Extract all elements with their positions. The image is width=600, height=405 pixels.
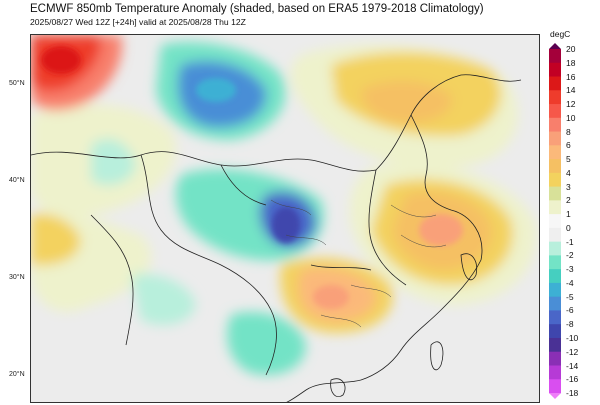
colorbar-swatch: [549, 282, 561, 298]
colorbar-swatch: [549, 365, 561, 380]
colorbar-tick-label: 12: [566, 99, 576, 109]
colorbar-tick-label: 5: [566, 154, 571, 165]
colorbar-tick-label: 3: [566, 181, 571, 192]
anomaly-map: [31, 35, 539, 402]
lat-label-30n: 30°N: [9, 274, 25, 281]
colorbar-swatch: [549, 310, 561, 325]
colorbar-swatch: [549, 145, 561, 160]
chart-subtitle: 2025/08/27 Wed 12Z [+24h] valid at 2025/…: [30, 17, 246, 27]
colorbar-swatch: [549, 337, 561, 353]
map-panel: [30, 34, 540, 403]
colorbar-swatch: [549, 172, 561, 188]
colorbar-extend-bottom: [549, 393, 561, 399]
colorbar-swatch: [549, 90, 561, 105]
colorbar-swatch: [549, 296, 561, 311]
colorbar-swatch: [549, 379, 561, 394]
province-lines: [270, 199, 447, 328]
map-borders: [31, 74, 522, 402]
colorbar-tick-label: -14: [566, 360, 579, 371]
colorbar-tick-label: 18: [566, 57, 576, 68]
colorbar-tick-label: -16: [566, 374, 579, 385]
colorbar-tick-label: -5: [566, 291, 574, 302]
colorbar-swatch: [549, 76, 561, 91]
colorbar-swatch: [549, 200, 561, 215]
lat-label-40n: 40°N: [9, 177, 25, 184]
colorbar-tick-label: 6: [566, 140, 571, 151]
colorbar-tick-label: 16: [566, 71, 576, 82]
lat-label-20n: 20°N: [9, 371, 25, 378]
colorbar-swatch: [549, 227, 561, 243]
colorbar-unit: degC: [550, 29, 571, 39]
colorbar-tick-label: -3: [566, 264, 574, 275]
colorbar-swatch: [549, 117, 561, 133]
colorbar-swatch: [549, 255, 561, 270]
colorbar-tick-label: -12: [566, 346, 579, 357]
colorbar-tick-label: 20: [566, 44, 576, 54]
colorbar-tick-label: 0: [566, 222, 571, 233]
colorbar-swatch: [549, 62, 561, 78]
colorbar-tick-label: -2: [566, 250, 574, 261]
colorbar-tick-label: -4: [566, 277, 574, 288]
colorbar-tick-label: 1: [566, 209, 571, 220]
colorbar-swatch: [549, 49, 561, 64]
colorbar: [549, 43, 561, 399]
colorbar-extend-top: [549, 43, 561, 49]
colorbar-tick-label: -8: [566, 319, 574, 330]
colorbar-swatch: [549, 214, 561, 229]
colorbar-swatch: [549, 186, 561, 201]
lat-label-50n: 50°N: [9, 80, 25, 87]
colorbar-tick-label: 8: [566, 126, 571, 137]
colorbar-swatch: [549, 131, 561, 146]
colorbar-swatch: [549, 351, 561, 366]
colorbar-tick-label: -1: [566, 236, 574, 247]
colorbar-swatch: [549, 269, 561, 284]
colorbar-tick-label: 4: [566, 167, 571, 178]
colorbar-tick-label: 2: [566, 195, 571, 206]
colorbar-tick-label: -6: [566, 305, 574, 316]
colorbar-swatch: [549, 241, 561, 256]
anomaly-shading: [31, 35, 537, 376]
colorbar-swatch: [549, 104, 561, 119]
colorbar-tick-label: -10: [566, 333, 579, 343]
colorbar-swatch: [549, 159, 561, 174]
colorbar-tick-label: -18: [566, 388, 579, 398]
colorbar-swatch: [549, 324, 561, 339]
anomaly-detail: [41, 46, 463, 309]
chart-title: ECMWF 850mb Temperature Anomaly (shaded,…: [30, 3, 484, 15]
colorbar-tick-label: 10: [566, 112, 576, 123]
colorbar-tick-label: 14: [566, 85, 576, 96]
